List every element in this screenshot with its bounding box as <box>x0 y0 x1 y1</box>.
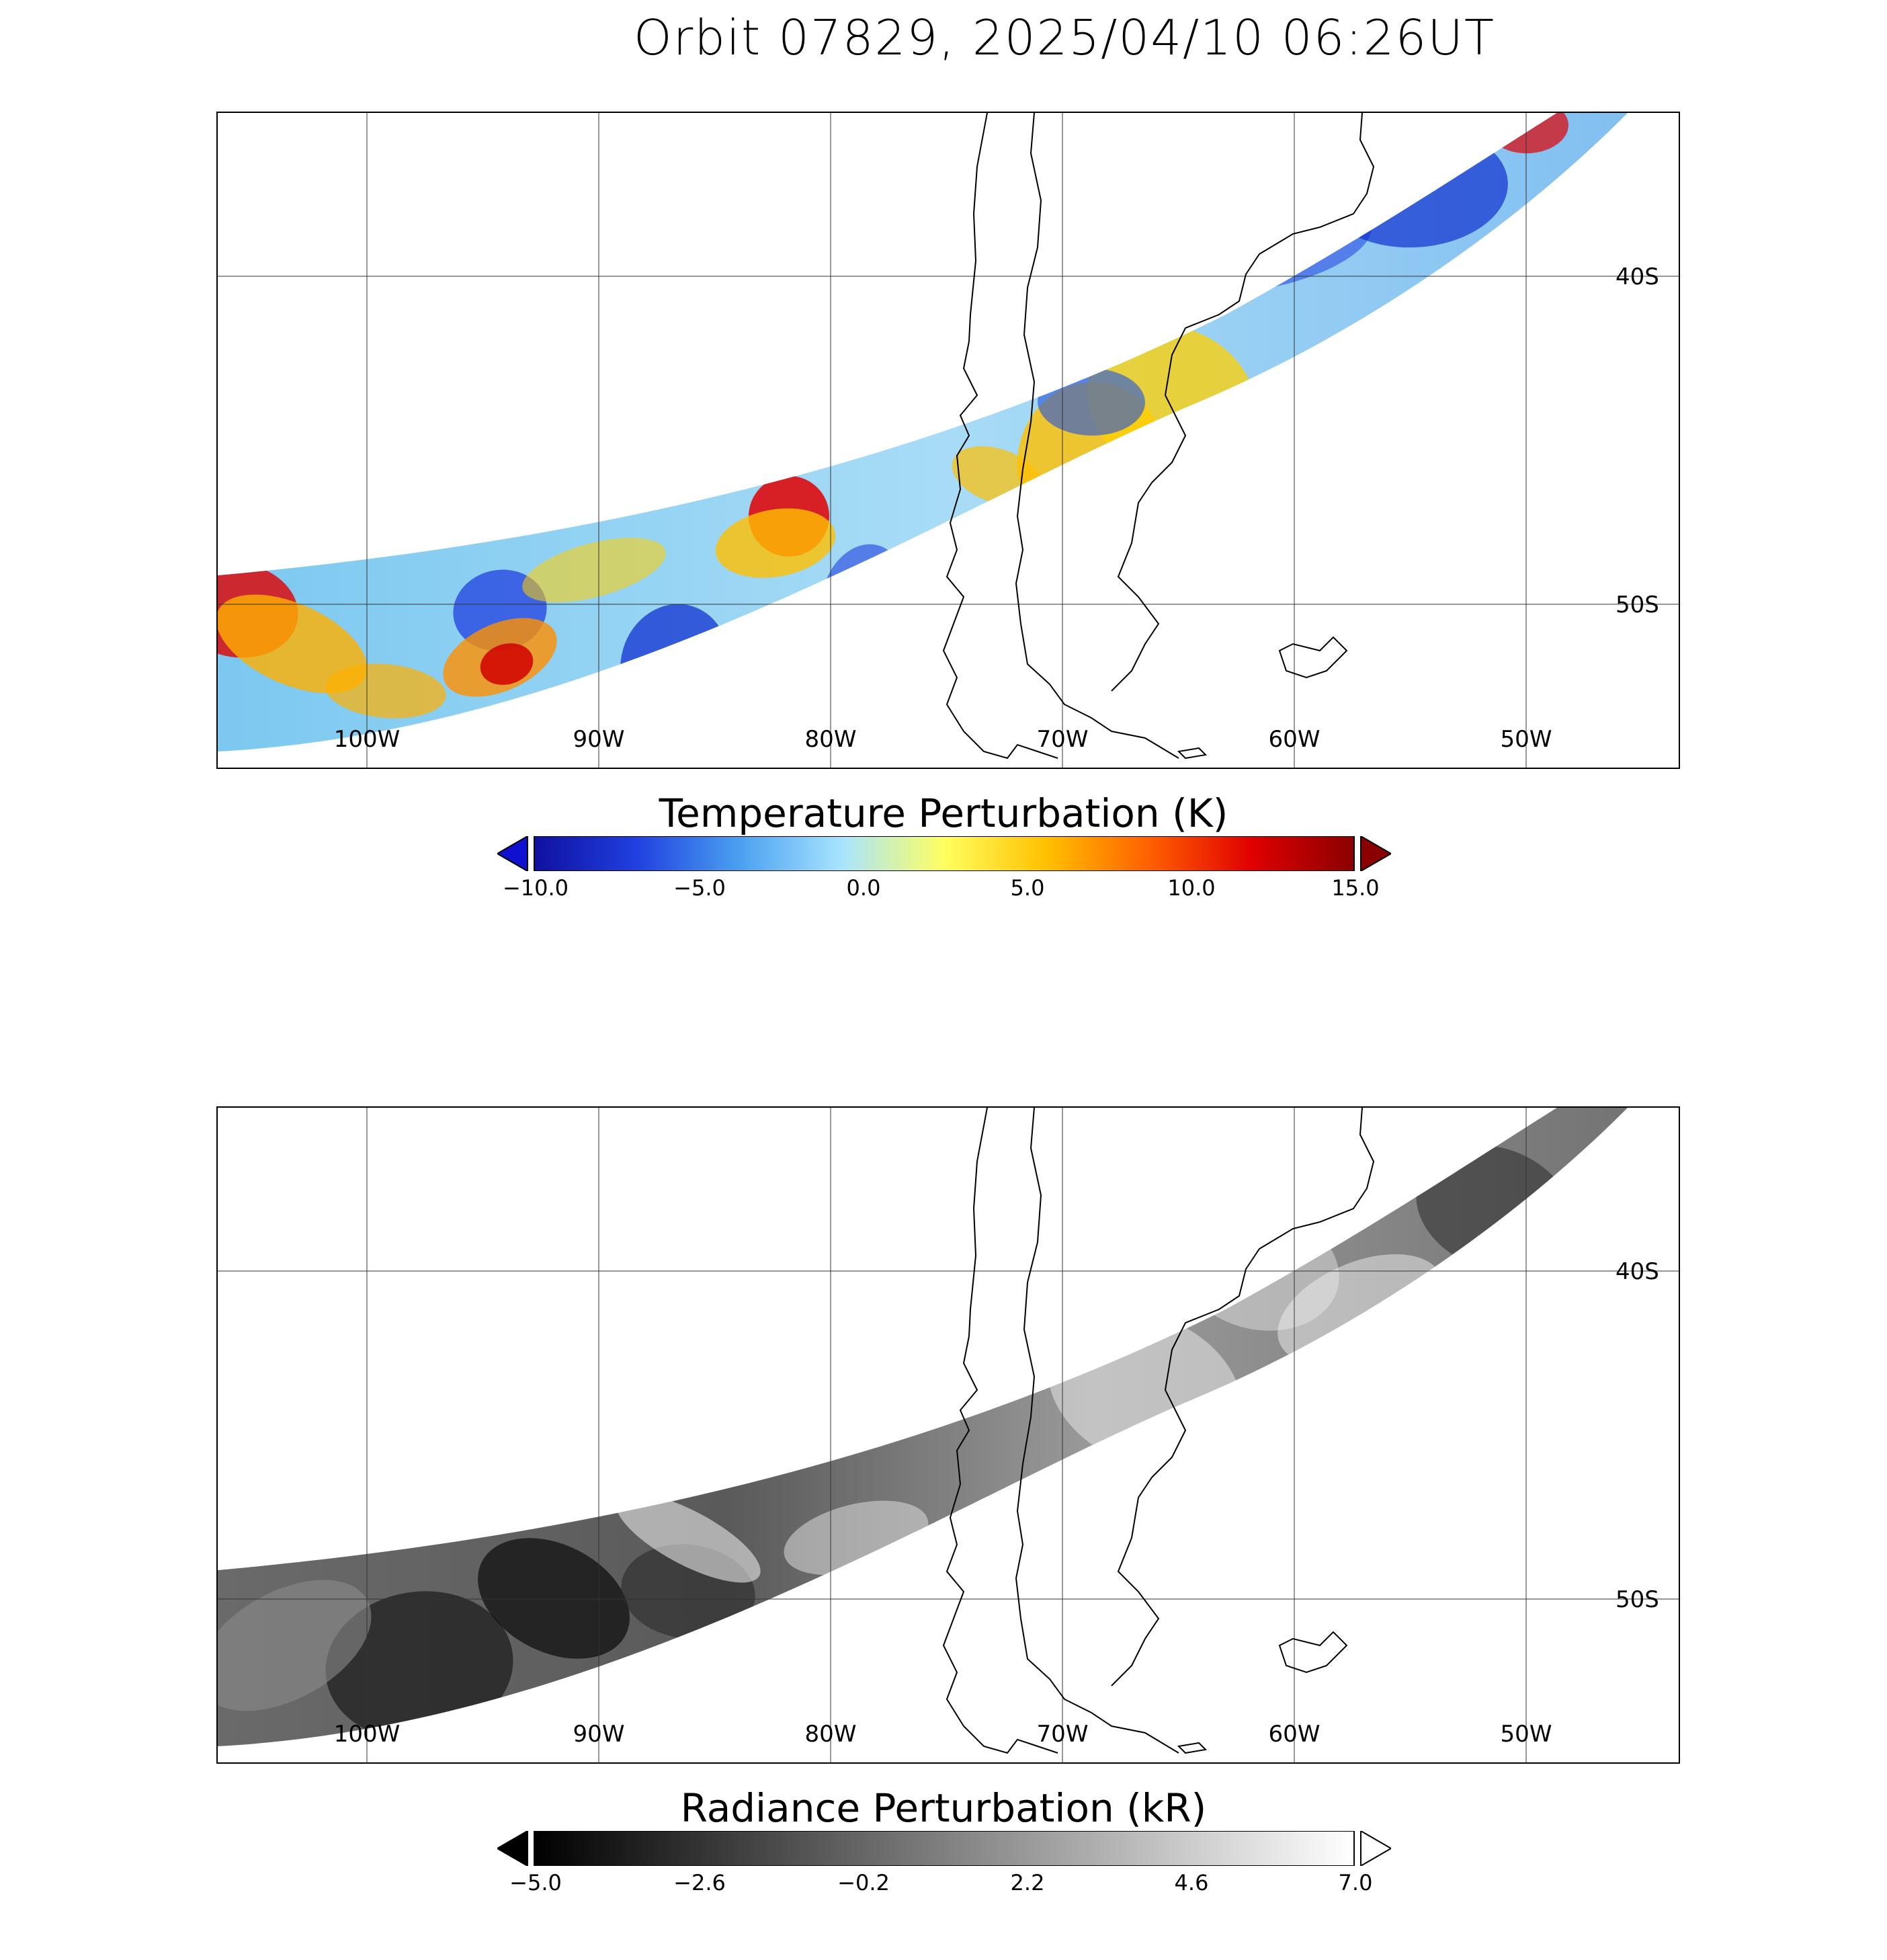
lon-label: 90W <box>573 726 625 753</box>
temperature-colorbar <box>497 836 1391 871</box>
temperature-swath <box>218 113 1629 751</box>
anomaly-blob <box>930 529 1011 584</box>
lon-label: 50W <box>1500 1721 1552 1748</box>
colorbar-tick: −5.0 <box>509 1870 562 1895</box>
colorbar-tick: 2.2 <box>1010 1870 1045 1895</box>
colorbar-tick: 4.6 <box>1174 1870 1209 1895</box>
anomaly-blob <box>616 1493 761 1583</box>
lon-label: 100W <box>333 1721 401 1748</box>
anomaly-blob <box>478 1538 630 1659</box>
anomaly-blob <box>522 538 666 602</box>
lon-label: 70W <box>1036 1721 1089 1748</box>
lon-label: 100W <box>333 726 401 753</box>
colorbar-bar <box>534 836 1355 871</box>
lon-label: 60W <box>1268 1721 1320 1748</box>
temperature-map-svg <box>218 113 1679 768</box>
anomaly-blob <box>325 663 446 719</box>
anomaly-blob <box>325 1591 513 1740</box>
lon-label: 80W <box>804 726 857 753</box>
colorbar-title: Radiance Perturbation (kR) <box>680 1785 1207 1831</box>
colorbar-bar <box>534 1831 1355 1866</box>
colorbar-low-arrow <box>497 1831 528 1866</box>
colorbar-title: Temperature Perturbation (K) <box>659 790 1228 836</box>
anomaly-blob <box>218 594 368 694</box>
lat-label: 40S <box>1616 1258 1659 1285</box>
colorbar-tick: −5.0 <box>673 875 726 901</box>
colorbar-tick: −0.2 <box>837 1870 890 1895</box>
colorbar-tick: −10.0 <box>502 875 569 901</box>
colorbar-high-arrow <box>1360 836 1391 871</box>
lon-label: 70W <box>1036 726 1089 753</box>
lat-label: 40S <box>1616 263 1659 290</box>
colorbar-tick: 10.0 <box>1167 875 1216 901</box>
coastlines <box>942 1108 1375 1754</box>
figure-title: Orbit 07829, 2025/04/10 06:26UT <box>634 9 1495 66</box>
radiance-map-svg <box>218 1108 1679 1762</box>
radiance-map-panel: 100W 90W 80W 70W 60W 50W 40S 50S <box>216 1106 1680 1764</box>
colorbar-high-arrow <box>1360 1831 1391 1866</box>
anomaly-blob <box>715 508 836 578</box>
graticule <box>218 1108 1679 1762</box>
radiance-swath <box>218 1108 1629 1746</box>
graticule <box>218 113 1679 768</box>
lon-label: 80W <box>804 1721 857 1748</box>
temperature-map-panel: 100W 90W 80W 70W 60W 50W 40S 50S <box>216 112 1680 769</box>
colorbar-tick: 7.0 <box>1338 1870 1373 1895</box>
colorbar-tick: 0.0 <box>846 875 881 901</box>
anomaly-blob <box>218 1580 372 1711</box>
colorbar-low-arrow <box>497 836 528 871</box>
lat-label: 50S <box>1616 591 1659 618</box>
lon-label: 50W <box>1500 726 1552 753</box>
colorbar-tick: 15.0 <box>1331 875 1380 901</box>
lon-label: 90W <box>573 1721 625 1748</box>
anomaly-blob <box>904 1562 1010 1621</box>
colorbar-tick: −2.6 <box>673 1870 726 1895</box>
anomaly-blob <box>480 643 534 685</box>
coastlines <box>942 113 1375 760</box>
radiance-colorbar <box>497 1831 1391 1866</box>
anomaly-blob <box>1077 456 1160 549</box>
lat-label: 50S <box>1616 1586 1659 1613</box>
colorbar-tick: 5.0 <box>1010 875 1045 901</box>
lon-label: 60W <box>1268 726 1320 753</box>
